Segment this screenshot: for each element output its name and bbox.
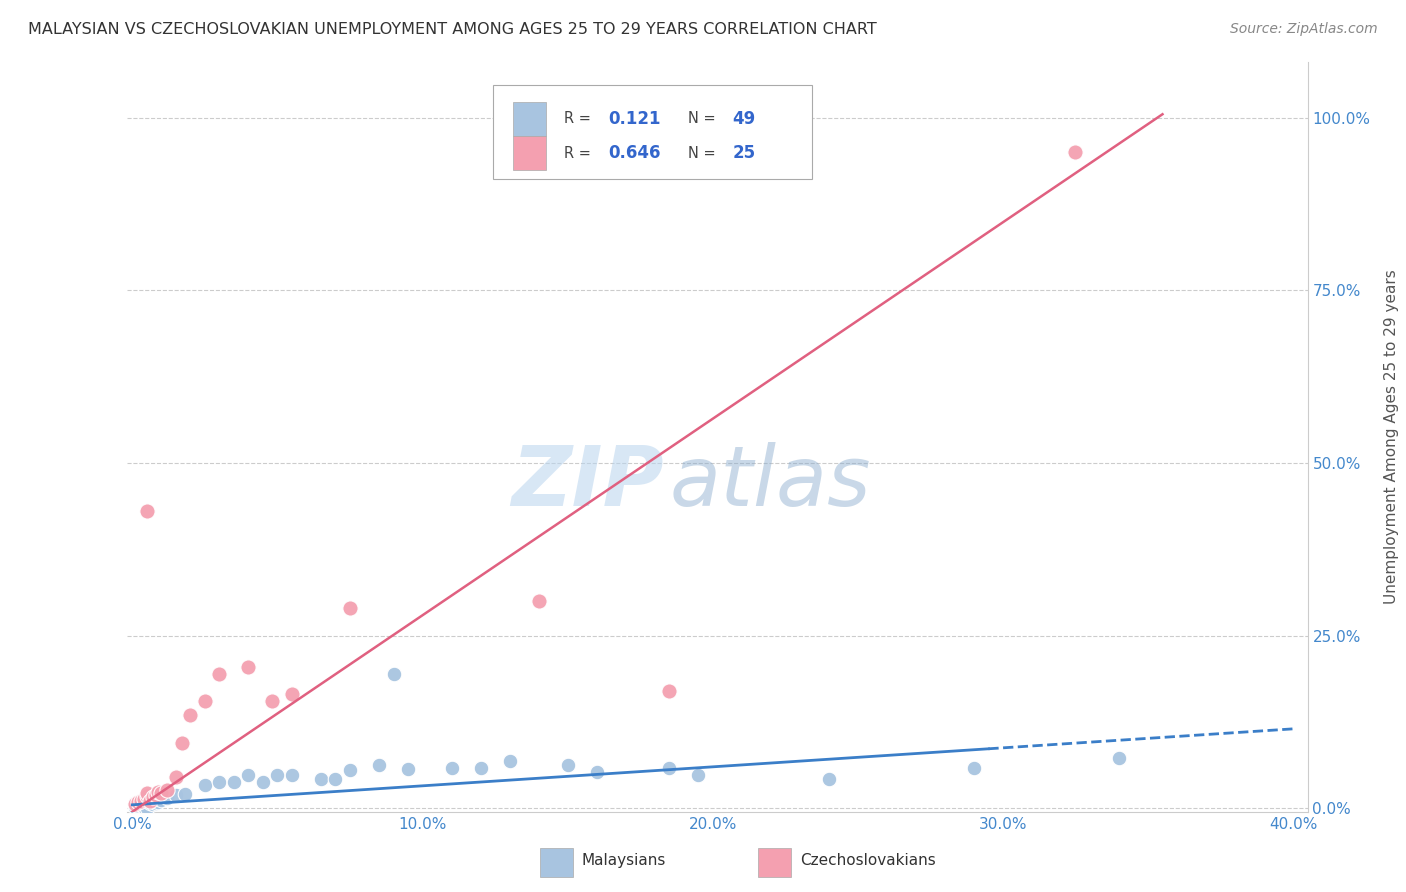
Point	[281, 687, 304, 701]
Point	[139, 791, 162, 805]
Point	[208, 666, 231, 681]
Point	[148, 785, 170, 799]
Point	[325, 772, 347, 786]
Point	[139, 794, 162, 808]
Point	[132, 797, 155, 811]
Point	[585, 764, 607, 779]
Point	[145, 788, 167, 802]
Point	[963, 761, 986, 775]
Text: 0.121: 0.121	[609, 110, 661, 128]
Point	[470, 761, 492, 775]
Point	[142, 789, 165, 804]
Point	[156, 791, 179, 805]
Text: Source: ZipAtlas.com: Source: ZipAtlas.com	[1230, 22, 1378, 37]
Point	[150, 786, 173, 800]
FancyBboxPatch shape	[492, 85, 811, 178]
Point	[173, 787, 195, 801]
Point	[817, 772, 839, 786]
Point	[124, 797, 146, 811]
Point	[129, 794, 152, 808]
Point	[281, 768, 304, 782]
Text: Czechoslovakians: Czechoslovakians	[800, 853, 935, 868]
Text: N =: N =	[688, 112, 720, 127]
Point	[127, 799, 149, 814]
Point	[238, 768, 260, 782]
Text: 25: 25	[733, 145, 755, 162]
Point	[135, 786, 157, 800]
Point	[135, 504, 157, 518]
Text: N =: N =	[688, 145, 720, 161]
Point	[238, 659, 260, 673]
Point	[156, 782, 179, 797]
Point	[266, 768, 288, 782]
Text: MALAYSIAN VS CZECHOSLOVAKIAN UNEMPLOYMENT AMONG AGES 25 TO 29 YEARS CORRELATION : MALAYSIAN VS CZECHOSLOVAKIAN UNEMPLOYMEN…	[28, 22, 877, 37]
Point	[339, 601, 361, 615]
FancyBboxPatch shape	[758, 848, 792, 877]
Point	[179, 708, 201, 723]
FancyBboxPatch shape	[540, 848, 574, 877]
Point	[170, 736, 193, 750]
Point	[129, 797, 152, 812]
Point	[339, 764, 361, 778]
Point	[132, 791, 155, 805]
Point	[1064, 145, 1087, 160]
Point	[142, 794, 165, 808]
Point	[527, 594, 550, 608]
Point	[252, 775, 274, 789]
Point	[135, 798, 157, 813]
Text: ZIP: ZIP	[512, 442, 664, 523]
Point	[129, 794, 152, 808]
FancyBboxPatch shape	[513, 136, 546, 170]
Text: 0.646: 0.646	[609, 145, 661, 162]
Point	[148, 795, 170, 809]
Text: Malaysians: Malaysians	[581, 853, 665, 868]
Point	[658, 761, 681, 775]
Point	[368, 757, 391, 772]
Point	[142, 797, 165, 811]
Point	[658, 684, 681, 698]
Point	[132, 800, 155, 814]
Point	[124, 798, 146, 813]
Point	[127, 795, 149, 809]
Point	[1108, 751, 1130, 765]
Point	[135, 800, 157, 814]
Text: R =: R =	[564, 112, 595, 127]
Point	[498, 754, 520, 768]
Text: 49: 49	[733, 110, 755, 128]
Point	[135, 794, 157, 808]
Point	[165, 788, 187, 802]
Point	[127, 797, 149, 812]
Text: R =: R =	[564, 145, 595, 161]
Point	[139, 794, 162, 808]
Point	[165, 770, 187, 784]
Y-axis label: Unemployment Among Ages 25 to 29 years: Unemployment Among Ages 25 to 29 years	[1385, 269, 1399, 605]
Point	[222, 775, 245, 789]
Point	[382, 666, 405, 681]
FancyBboxPatch shape	[513, 102, 546, 136]
Point	[135, 789, 157, 803]
Point	[150, 793, 173, 807]
Point	[396, 762, 419, 776]
Point	[688, 768, 710, 782]
Point	[194, 694, 217, 708]
Point	[440, 761, 463, 775]
Point	[194, 779, 217, 793]
Point	[145, 796, 167, 810]
Point	[124, 797, 146, 811]
Point	[139, 797, 162, 811]
Point	[208, 775, 231, 789]
Point	[129, 796, 152, 810]
Point	[135, 796, 157, 810]
Point	[260, 694, 283, 708]
Point	[127, 795, 149, 809]
Point	[309, 772, 332, 787]
Text: atlas: atlas	[669, 442, 872, 523]
Point	[557, 757, 579, 772]
Point	[124, 800, 146, 814]
